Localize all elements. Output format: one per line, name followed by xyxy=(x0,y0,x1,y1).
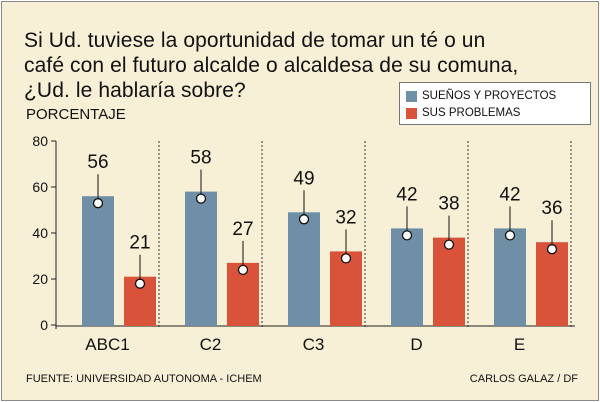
data-label: 49 xyxy=(293,168,314,189)
value-marker xyxy=(195,193,207,204)
x-tick-label-d: D xyxy=(410,335,422,354)
value-marker xyxy=(340,253,352,264)
title-line-2: café con el futuro alcalde o alcaldesa d… xyxy=(24,54,519,77)
chart-title: Si Ud. tuviese la oportunidad de tomar u… xyxy=(24,28,564,103)
title-line-3: ¿Ud. le hablaría sobre? xyxy=(24,79,246,102)
title-line-1: Si Ud. tuviese la oportunidad de tomar u… xyxy=(24,29,486,52)
data-label: 38 xyxy=(438,194,459,215)
author-credit: CARLOS GALAZ / DF xyxy=(469,373,578,385)
legend-item-series2: SUS PROBLEMAS xyxy=(406,106,520,120)
data-label: 36 xyxy=(541,198,562,219)
y-tick-label: 40 xyxy=(32,225,48,241)
legend-label-series1: SUEÑOS Y PROYECTOS xyxy=(422,90,557,102)
x-tick-label-e: E xyxy=(514,335,525,354)
legend: SUEÑOS Y PROYECTOS SUS PROBLEMAS xyxy=(399,82,591,125)
x-tick-label-c3: C3 xyxy=(303,335,325,354)
data-label: 42 xyxy=(499,184,520,205)
data-label: 42 xyxy=(396,184,417,205)
value-marker xyxy=(443,239,455,250)
bar-problemas-c3 xyxy=(330,251,362,326)
y-tick-label: 60 xyxy=(32,179,48,195)
bar-suenos-d xyxy=(391,228,423,326)
data-label: 32 xyxy=(335,207,356,228)
value-marker xyxy=(237,264,249,276)
bar-suenos-c2 xyxy=(185,191,217,326)
value-marker xyxy=(401,230,413,241)
y-axis-label: PORCENTAJE xyxy=(26,106,126,123)
y-tick-label: 20 xyxy=(32,271,48,287)
bar-suenos-abc1 xyxy=(82,196,114,326)
legend-label-series2: SUS PROBLEMAS xyxy=(422,107,521,119)
data-label: 58 xyxy=(190,148,211,169)
x-tick-label-abc1: ABC1 xyxy=(85,335,129,354)
value-marker xyxy=(134,278,146,289)
legend-item-series1: SUEÑOS Y PROYECTOS xyxy=(406,89,556,103)
bar-problemas-e xyxy=(536,242,568,326)
value-marker xyxy=(92,198,104,209)
bar-suenos-e xyxy=(494,228,526,326)
y-tick-label: 80 xyxy=(32,133,48,149)
value-marker xyxy=(504,230,516,241)
y-tick-label: 0 xyxy=(40,317,48,333)
legend-swatch-series1 xyxy=(406,90,417,102)
data-label: 56 xyxy=(87,152,108,173)
source-note: FUENTE: UNIVERSIDAD AUTONOMA - ICHEM xyxy=(26,373,262,385)
value-marker xyxy=(546,244,558,255)
bar-suenos-c3 xyxy=(288,212,320,326)
x-tick-label-c2: C2 xyxy=(200,335,222,354)
data-label: 21 xyxy=(129,233,150,254)
data-label: 27 xyxy=(232,219,253,240)
bar-problemas-d xyxy=(433,237,465,326)
legend-swatch-series2 xyxy=(406,107,417,119)
value-marker xyxy=(298,214,310,225)
